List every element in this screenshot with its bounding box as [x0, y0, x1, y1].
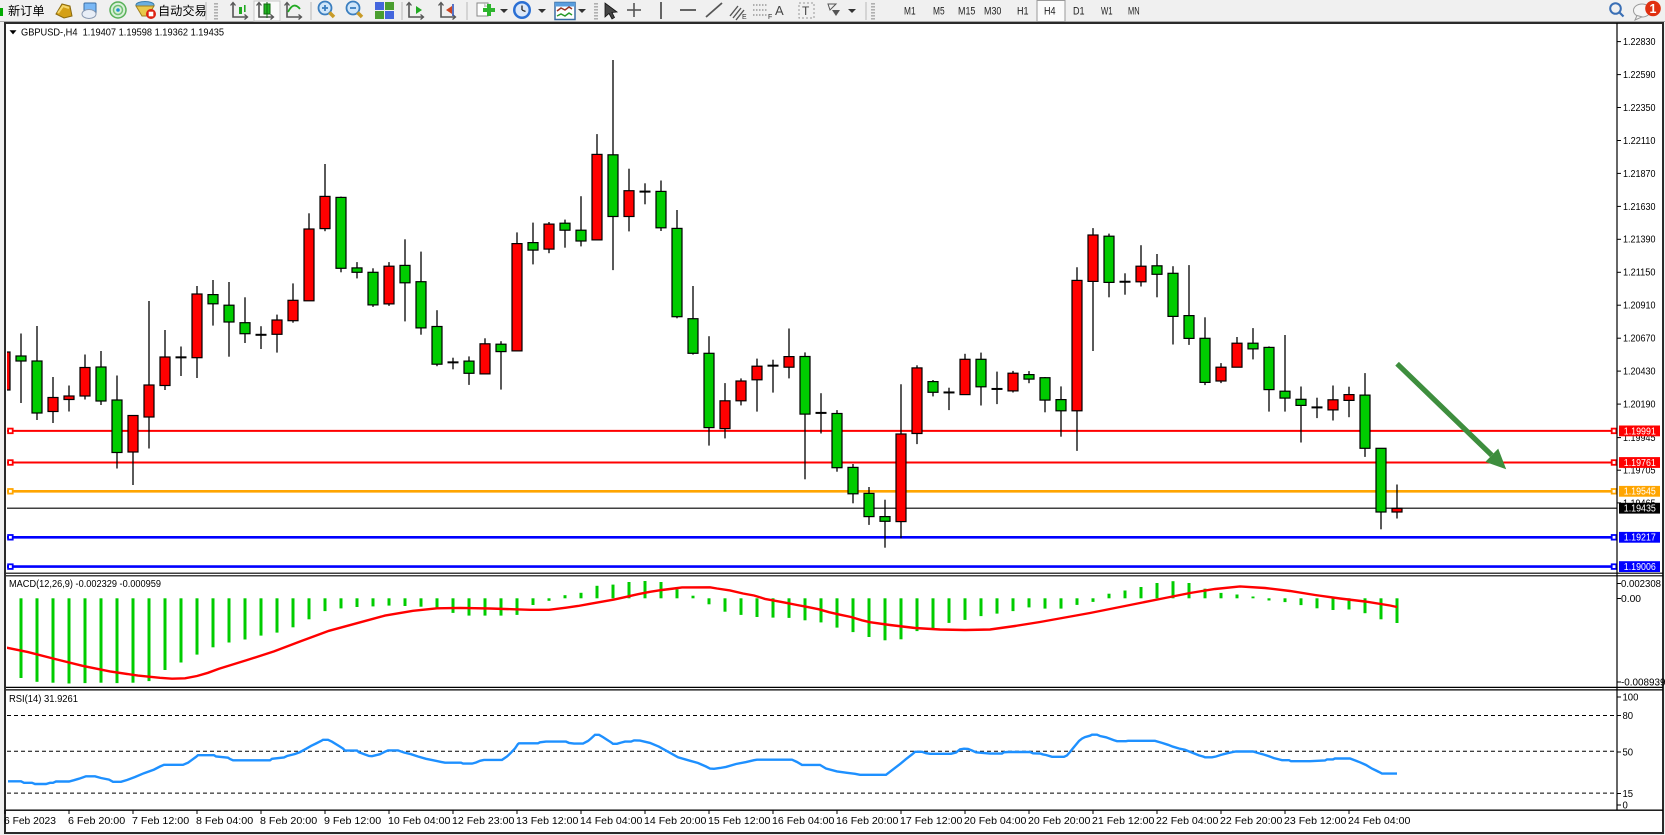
svg-text:自动交易: 自动交易	[158, 3, 207, 18]
svg-text:100: 100	[1623, 692, 1639, 703]
svg-text:H4: H4	[1044, 6, 1056, 18]
svg-text:1.19705: 1.19705	[1623, 466, 1656, 477]
svg-text:MACD(12,26,9) -0.002329 -0.000: MACD(12,26,9) -0.002329 -0.000959	[9, 579, 161, 590]
svg-text:21 Feb 12:00: 21 Feb 12:00	[1092, 816, 1155, 827]
svg-text:14 Feb 20:00: 14 Feb 20:00	[644, 816, 707, 827]
svg-text:1.22350: 1.22350	[1623, 103, 1656, 114]
svg-text:16 Feb 20:00: 16 Feb 20:00	[836, 816, 899, 827]
svg-text:15: 15	[1623, 789, 1634, 800]
svg-text:M5: M5	[933, 6, 945, 18]
svg-text:1.20670: 1.20670	[1623, 334, 1656, 345]
svg-text:GBPUSD-,H4 1.19407 1.19598 1.: GBPUSD-,H4 1.19407 1.19598 1.19362 1.194…	[21, 28, 224, 39]
svg-text:1.19545: 1.19545	[1624, 487, 1656, 498]
svg-text:新订单: 新订单	[8, 3, 45, 18]
svg-text:22 Feb 04:00: 22 Feb 04:00	[1156, 816, 1219, 827]
svg-text:1.22590: 1.22590	[1623, 70, 1656, 81]
svg-text:1.19991: 1.19991	[1624, 426, 1656, 437]
svg-text:20 Feb 04:00: 20 Feb 04:00	[964, 816, 1027, 827]
svg-text:15 Feb 12:00: 15 Feb 12:00	[708, 816, 771, 827]
svg-text:0: 0	[1623, 800, 1629, 811]
svg-text:H1: H1	[1017, 6, 1029, 18]
svg-text:13 Feb 12:00: 13 Feb 12:00	[516, 816, 579, 827]
svg-text:1.21870: 1.21870	[1623, 169, 1656, 180]
svg-text:6 Feb 20:00: 6 Feb 20:00	[68, 816, 126, 827]
svg-text:14 Feb 04:00: 14 Feb 04:00	[580, 816, 643, 827]
svg-text:M15: M15	[958, 6, 975, 18]
svg-text:24 Feb 04:00: 24 Feb 04:00	[1348, 816, 1411, 827]
svg-text:F: F	[768, 14, 772, 21]
svg-text:1.22110: 1.22110	[1623, 136, 1656, 147]
svg-text:1.21150: 1.21150	[1623, 268, 1656, 279]
svg-text:1.19217: 1.19217	[1624, 533, 1656, 544]
svg-text:10 Feb 04:00: 10 Feb 04:00	[388, 816, 451, 827]
svg-text:1.20430: 1.20430	[1623, 367, 1656, 378]
svg-text:E: E	[742, 14, 747, 21]
svg-text:MN: MN	[1128, 6, 1140, 18]
svg-text:22 Feb 20:00: 22 Feb 20:00	[1220, 816, 1283, 827]
svg-text:M30: M30	[984, 6, 1001, 18]
svg-text:17 Feb 12:00: 17 Feb 12:00	[900, 816, 963, 827]
svg-text:0.002308: 0.002308	[1621, 579, 1662, 590]
svg-text:1.20190: 1.20190	[1623, 400, 1656, 411]
svg-text:T: T	[802, 4, 810, 18]
svg-text:23 Feb 12:00: 23 Feb 12:00	[1284, 816, 1347, 827]
svg-text:M1: M1	[904, 6, 916, 18]
svg-text:1: 1	[1650, 2, 1657, 16]
svg-text:50: 50	[1623, 747, 1634, 758]
svg-text:16 Feb 04:00: 16 Feb 04:00	[772, 816, 835, 827]
svg-text:9 Feb 12:00: 9 Feb 12:00	[324, 816, 382, 827]
svg-text:1.19006: 1.19006	[1624, 562, 1656, 573]
svg-text:W1: W1	[1101, 6, 1113, 18]
svg-text:1.19761: 1.19761	[1624, 458, 1656, 469]
svg-text:80: 80	[1623, 711, 1634, 722]
svg-text:RSI(14) 31.9261: RSI(14) 31.9261	[9, 694, 78, 705]
svg-text:1.22830: 1.22830	[1623, 37, 1656, 48]
svg-text:8 Feb 20:00: 8 Feb 20:00	[260, 816, 318, 827]
svg-text:20 Feb 20:00: 20 Feb 20:00	[1028, 816, 1091, 827]
svg-text:-0.008939: -0.008939	[1621, 677, 1665, 688]
svg-text:1.20910: 1.20910	[1623, 301, 1656, 312]
svg-text:1.21630: 1.21630	[1623, 202, 1656, 213]
svg-text:6 Feb 2023: 6 Feb 2023	[4, 816, 57, 827]
svg-text:1.19435: 1.19435	[1624, 504, 1656, 515]
svg-text:7 Feb 12:00: 7 Feb 12:00	[132, 816, 190, 827]
svg-text:0.00: 0.00	[1621, 594, 1642, 605]
svg-text:12 Feb 23:00: 12 Feb 23:00	[452, 816, 515, 827]
svg-text:A: A	[775, 3, 784, 18]
svg-text:8 Feb 04:00: 8 Feb 04:00	[196, 816, 254, 827]
svg-text:D1: D1	[1073, 6, 1085, 18]
svg-text:1.21390: 1.21390	[1623, 235, 1656, 246]
svg-text:1.19945: 1.19945	[1623, 433, 1656, 444]
